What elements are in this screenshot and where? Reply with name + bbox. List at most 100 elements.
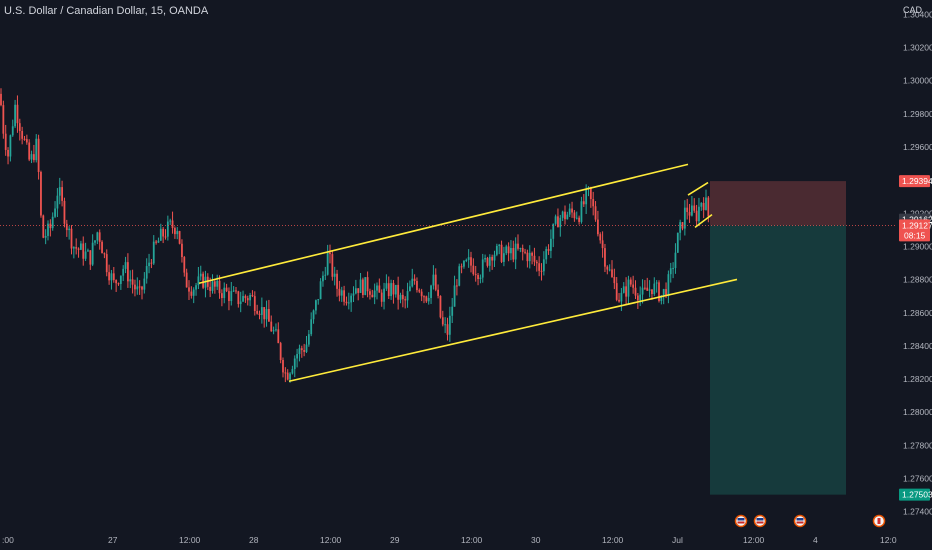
- candle-body: [68, 228, 71, 231]
- candle-body: [218, 280, 221, 294]
- candle-body: [277, 329, 280, 344]
- candle-body: [505, 246, 508, 254]
- candle-body: [387, 283, 390, 297]
- candle-body: [138, 286, 141, 288]
- candle-body: [571, 208, 573, 213]
- candle-body: [561, 211, 564, 218]
- candle-body: [183, 257, 186, 273]
- candle-body: [542, 259, 545, 272]
- candle-body: [275, 329, 277, 331]
- candle-body: [495, 245, 498, 255]
- candle-body: [105, 254, 108, 273]
- candle-body: [369, 291, 371, 295]
- candle-body: [192, 289, 195, 296]
- x-tick-label: 27: [108, 535, 118, 545]
- candle-body: [300, 348, 303, 351]
- candle-body: [676, 232, 679, 253]
- candle-body: [418, 290, 421, 292]
- candle-body: [474, 274, 477, 276]
- candle-body: [230, 291, 233, 302]
- candle-body: [237, 291, 240, 305]
- candle-body: [108, 272, 110, 281]
- candle-body: [575, 217, 578, 219]
- candle-body: [507, 246, 510, 254]
- candle-body: [615, 283, 618, 300]
- candle-body: [444, 324, 447, 326]
- candle-body: [359, 279, 362, 293]
- candle-body: [209, 286, 212, 291]
- candle-body: [263, 307, 266, 320]
- candle-body: [35, 138, 38, 161]
- candle-body: [456, 285, 458, 287]
- candle-body: [171, 220, 174, 229]
- candle-body: [362, 279, 364, 296]
- candle-body: [688, 212, 691, 216]
- candle-body: [503, 253, 505, 262]
- candle-body: [242, 296, 244, 302]
- candle-body: [350, 295, 353, 303]
- candle-body: [651, 289, 653, 295]
- candle-body: [458, 266, 461, 286]
- candle-body: [4, 133, 7, 150]
- candle-body: [463, 260, 465, 267]
- candle-body: [404, 299, 407, 301]
- candle-body: [216, 280, 219, 287]
- candle-body: [667, 274, 670, 297]
- x-tick-label: 30: [531, 535, 541, 545]
- price-tag-label: 1.27503: [902, 490, 932, 500]
- candle-body: [653, 283, 656, 295]
- y-tick-label: 1.28200: [903, 374, 932, 384]
- candle-body: [65, 223, 68, 231]
- candle-body: [406, 291, 409, 301]
- ca-flag-icon: [872, 514, 886, 528]
- candle-body: [131, 279, 134, 285]
- candle-body: [686, 207, 689, 213]
- candle-body: [178, 231, 181, 244]
- candle-body: [376, 285, 378, 291]
- candle-body: [420, 291, 423, 297]
- candle-body: [392, 283, 395, 295]
- candle-body: [620, 292, 623, 302]
- candle-body: [702, 202, 705, 210]
- candle-body: [470, 257, 472, 266]
- candle-body: [190, 291, 193, 296]
- candle-body: [559, 217, 562, 228]
- candle-body: [604, 248, 606, 267]
- y-tick-label: 1.30400: [903, 9, 932, 19]
- candle-body: [315, 300, 317, 311]
- candle-body: [110, 273, 113, 281]
- candle-body: [42, 215, 45, 238]
- candle-body: [244, 296, 247, 299]
- candle-body: [166, 221, 169, 237]
- candle-body: [82, 243, 85, 259]
- candle-body: [260, 307, 263, 315]
- candle-body: [84, 251, 87, 259]
- candle-body: [2, 105, 5, 134]
- channel-upper-line: [198, 163, 689, 285]
- candle-body: [566, 214, 569, 220]
- candle-body: [157, 240, 160, 243]
- candle-body: [669, 268, 672, 275]
- candle-body: [427, 297, 430, 302]
- candle-body: [451, 306, 454, 316]
- candle-body: [585, 189, 588, 205]
- candle-body: [453, 285, 456, 307]
- candle-body: [268, 309, 270, 322]
- candle-body: [117, 283, 120, 285]
- candle-body: [129, 279, 132, 282]
- candle-body: [672, 268, 674, 270]
- candle-body: [434, 274, 437, 290]
- candle-body: [272, 330, 275, 332]
- candle-body: [597, 219, 599, 235]
- y-tick-label: 1.29600: [903, 142, 932, 152]
- candle-body: [197, 276, 200, 286]
- candle-body: [296, 354, 298, 359]
- candle-body: [7, 149, 9, 157]
- candle-body: [658, 282, 660, 302]
- candle-body: [326, 252, 329, 275]
- candle-body: [385, 283, 388, 289]
- candle-body: [512, 247, 515, 260]
- candle-body: [14, 104, 16, 127]
- candle-body: [331, 254, 334, 277]
